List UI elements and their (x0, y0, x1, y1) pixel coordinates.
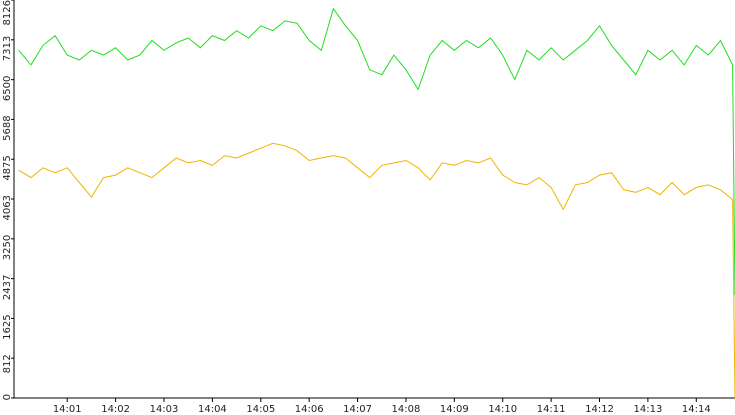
y-tick-label: 4063 (2, 195, 13, 220)
x-tick-label: 14:12 (585, 404, 614, 415)
y-tick-label: 1625 (2, 314, 13, 339)
y-tick-label: 2437 (2, 275, 13, 300)
y-tick-label: 7313 (2, 36, 13, 61)
x-tick-label: 14:03 (150, 404, 179, 415)
x-tick-label: 14:11 (537, 404, 566, 415)
x-tick-label: 14:01 (53, 404, 82, 415)
x-tick-label: 14:14 (682, 404, 711, 415)
x-tick-label: 14:04 (198, 404, 227, 415)
x-tick-label: 14:10 (488, 404, 517, 415)
series-line (18, 142, 735, 399)
x-tick-label: 14:05 (246, 404, 275, 415)
y-tick-label: 4875 (2, 155, 13, 180)
y-tick-label: 6500 (2, 76, 13, 101)
series-line (18, 7, 735, 296)
x-tick-label: 14:13 (633, 404, 662, 415)
x-tick-label: 14:02 (101, 404, 130, 415)
y-tick-label: 8126 (2, 0, 13, 25)
x-tick-label: 14:09 (440, 404, 469, 415)
y-tick-label: 3250 (2, 235, 13, 260)
y-tick-label: 0 (2, 394, 13, 400)
y-tick-label: 5688 (2, 115, 13, 140)
x-tick-label: 14:07 (343, 404, 372, 415)
x-tick-label: 14:08 (392, 404, 421, 415)
x-tick-label: 14:06 (295, 404, 324, 415)
y-tick-label: 812 (2, 354, 13, 373)
